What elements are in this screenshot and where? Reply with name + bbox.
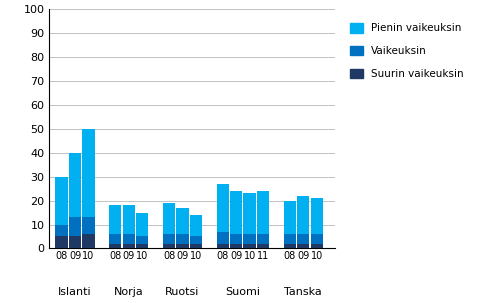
Bar xyxy=(123,234,135,244)
Bar xyxy=(69,153,81,217)
Bar xyxy=(82,234,95,248)
Bar xyxy=(69,217,81,237)
Bar xyxy=(244,193,256,234)
Bar xyxy=(311,244,323,248)
Bar xyxy=(176,234,189,244)
Bar xyxy=(284,201,296,234)
Bar xyxy=(69,237,81,248)
Bar xyxy=(190,237,202,244)
Bar xyxy=(257,191,269,234)
Bar xyxy=(297,196,310,234)
Bar xyxy=(163,203,175,234)
Bar xyxy=(257,244,269,248)
Bar xyxy=(284,234,296,244)
Bar xyxy=(230,191,243,234)
Bar xyxy=(163,244,175,248)
Bar xyxy=(284,244,296,248)
Bar xyxy=(176,208,189,234)
Bar xyxy=(176,244,189,248)
Bar xyxy=(190,244,202,248)
Text: Tanska: Tanska xyxy=(284,287,322,297)
Text: Suomi: Suomi xyxy=(225,287,260,297)
Bar xyxy=(55,237,68,248)
Bar xyxy=(297,244,310,248)
Bar xyxy=(257,234,269,244)
Bar xyxy=(297,234,310,244)
Bar xyxy=(82,129,95,217)
Bar xyxy=(123,244,135,248)
Bar xyxy=(311,234,323,244)
Bar xyxy=(230,244,243,248)
Bar xyxy=(82,217,95,234)
Bar xyxy=(311,198,323,234)
Bar xyxy=(190,215,202,237)
Bar xyxy=(216,184,229,232)
Text: Norja: Norja xyxy=(114,287,143,297)
Bar xyxy=(136,213,148,237)
Bar xyxy=(244,234,256,244)
Bar xyxy=(109,205,121,234)
Bar xyxy=(136,237,148,244)
Text: Islanti: Islanti xyxy=(58,287,92,297)
Bar xyxy=(136,244,148,248)
Bar xyxy=(55,225,68,237)
Text: Ruotsi: Ruotsi xyxy=(165,287,200,297)
Bar xyxy=(109,244,121,248)
Bar xyxy=(109,234,121,244)
Bar xyxy=(244,244,256,248)
Legend: Pienin vaikeuksin, Vaikeuksin, Suurin vaikeuksin: Pienin vaikeuksin, Vaikeuksin, Suurin va… xyxy=(346,19,468,83)
Bar xyxy=(123,205,135,234)
Bar xyxy=(55,177,68,225)
Bar xyxy=(216,244,229,248)
Bar xyxy=(216,232,229,244)
Bar xyxy=(230,234,243,244)
Bar xyxy=(163,234,175,244)
